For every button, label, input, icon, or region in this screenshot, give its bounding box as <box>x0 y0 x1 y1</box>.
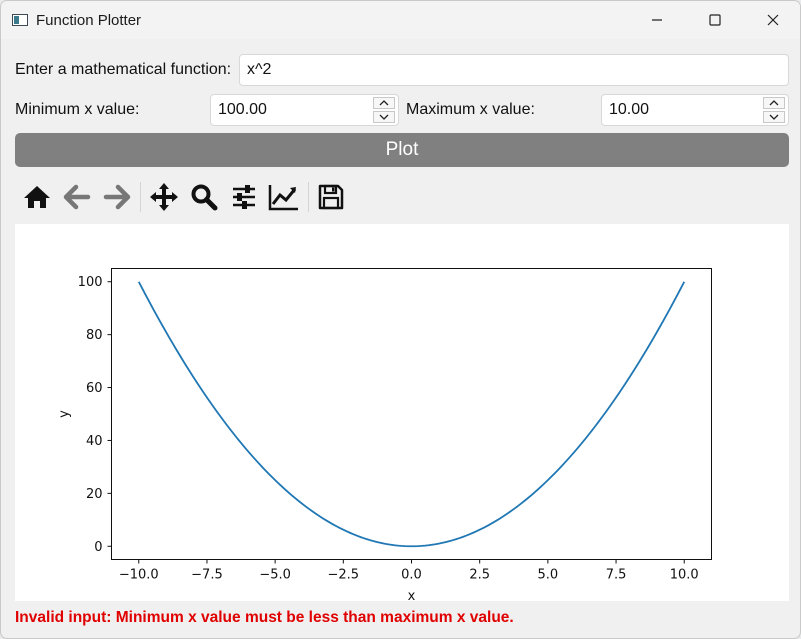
y-tick-label: 0 <box>94 540 102 555</box>
y-tick-label: 20 <box>86 487 103 502</box>
toolbar-separator <box>308 182 309 212</box>
min-x-increment[interactable] <box>373 97 395 109</box>
max-x-increment[interactable] <box>763 97 785 109</box>
minimize-icon <box>652 19 662 21</box>
function-input[interactable]: x^2 <box>239 54 789 86</box>
zoom-button[interactable] <box>188 181 220 213</box>
save-button[interactable] <box>315 181 347 213</box>
plot-button[interactable]: Plot <box>15 133 789 167</box>
arrow-down-icon <box>769 114 779 120</box>
maximize-button[interactable] <box>686 1 744 39</box>
y-axis-label: y <box>57 410 72 418</box>
y-tick-label: 80 <box>86 328 103 343</box>
app-window-icon <box>12 14 28 26</box>
min-x-label: Minimum x value: <box>15 101 140 118</box>
edit-axis-icon <box>268 185 298 211</box>
function-label: Enter a mathematical function: <box>15 61 232 78</box>
max-x-value: 10.00 <box>609 101 650 118</box>
home-button[interactable] <box>21 181 53 213</box>
x-tick-label: −2.5 <box>328 568 360 583</box>
axes-frame <box>111 268 712 560</box>
back-button[interactable] <box>61 181 93 213</box>
max-x-spinbox[interactable]: 10.00 <box>601 94 789 126</box>
max-x-label: Maximum x value: <box>406 101 535 118</box>
arrow-up-icon <box>769 100 779 106</box>
x-tick-label: −5.0 <box>259 568 291 583</box>
min-x-value: 100.00 <box>218 101 267 118</box>
plot-canvas[interactable]: −10.0 −7.5 −5.0 −2.5 0.0 2.5 5.0 7.5 10.0 0 20 40 60… <box>15 224 789 601</box>
pan-button[interactable] <box>148 181 180 213</box>
save-icon <box>318 184 344 210</box>
arrow-up-icon <box>379 100 389 106</box>
x-tick-label: 0.0 <box>401 568 422 583</box>
min-x-decrement[interactable] <box>373 111 395 123</box>
x-tick-label: 2.5 <box>469 568 490 583</box>
min-x-spinbox[interactable]: 100.00 <box>210 94 399 126</box>
forward-button[interactable] <box>101 181 133 213</box>
x-tick-label: 5.0 <box>538 568 559 583</box>
zoom-icon <box>191 184 218 211</box>
x-axis-label: x <box>408 589 416 601</box>
minimize-button[interactable] <box>628 1 686 39</box>
close-icon <box>767 14 779 26</box>
y-tick-label: 40 <box>86 434 103 449</box>
y-tick-label: 60 <box>86 381 103 396</box>
forward-arrow-icon <box>103 184 131 210</box>
x-tick-label: 10.0 <box>670 568 699 583</box>
home-icon <box>24 186 50 208</box>
close-button[interactable] <box>744 1 800 39</box>
x-tick-label: 7.5 <box>606 568 627 583</box>
x-tick-label: −7.5 <box>191 568 223 583</box>
arrow-down-icon <box>379 114 389 120</box>
toolbar-separator <box>140 182 141 212</box>
configure-subplots-icon <box>233 185 255 209</box>
max-x-decrement[interactable] <box>763 111 785 123</box>
series-line <box>137 281 686 548</box>
maximize-icon <box>709 14 721 26</box>
x-tick-label: −10.0 <box>119 568 159 583</box>
y-tick-label: 100 <box>78 275 103 290</box>
configure-subplots-button[interactable] <box>228 181 260 213</box>
function-input-value: x^2 <box>247 61 272 78</box>
pan-icon <box>150 183 178 211</box>
edit-axis-button[interactable] <box>268 181 300 213</box>
chart-svg: −10.0 −7.5 −5.0 −2.5 0.0 2.5 5.0 7.5 10.0 0 20 40 60… <box>57 268 712 601</box>
title-bar: Function Plotter <box>1 1 800 39</box>
error-message: Invalid input: Minimum x value must be l… <box>15 609 514 626</box>
window-title: Function Plotter <box>36 12 142 29</box>
back-arrow-icon <box>63 184 91 210</box>
